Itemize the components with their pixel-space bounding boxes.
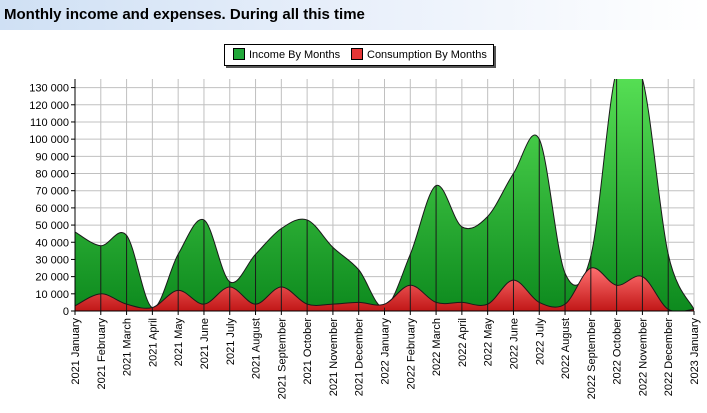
plot-series-group — [75, 79, 694, 311]
x-tick-label: 2022 June — [508, 318, 520, 369]
x-tick-label: 2022 May — [483, 318, 495, 367]
y-tick-label: 50 000 — [35, 220, 69, 232]
y-tick-label: 0 — [63, 306, 69, 318]
y-tick-label: 130 000 — [29, 83, 69, 95]
x-tick-label: 2021 February — [96, 318, 108, 390]
x-tick-label: 2022 January — [380, 318, 392, 385]
x-tick-label: 2022 February — [405, 318, 417, 390]
y-tick-label: 20 000 — [35, 272, 69, 284]
x-tick-label: 2021 August — [251, 318, 263, 379]
x-tick-label: 2021 October — [302, 318, 314, 385]
x-tick-label: 2021 January — [70, 318, 82, 385]
x-tick-label: 2021 May — [173, 318, 185, 367]
series-line-income — [75, 79, 694, 310]
y-tick-label: 30 000 — [35, 254, 69, 266]
y-tick-label: 100 000 — [29, 134, 69, 146]
y-tick-label: 80 000 — [35, 169, 69, 181]
x-tick-label: 2023 January — [689, 318, 701, 385]
legend: Income By Months Consumption By Months — [224, 44, 494, 66]
y-tick-label: 90 000 — [35, 151, 69, 163]
legend-label-income: Income By Months — [249, 49, 341, 61]
y-tick-label: 70 000 — [35, 186, 69, 198]
x-tick-label: 2021 April — [147, 318, 159, 367]
x-tick-label: 2022 March — [431, 318, 443, 376]
legend-item-consumption: Consumption By Months — [351, 48, 487, 61]
y-tick-label: 110 000 — [30, 117, 69, 129]
x-tick-label: 2022 April — [457, 318, 469, 367]
y-tick-label: 60 000 — [35, 203, 69, 215]
x-tick-label: 2021 November — [328, 318, 340, 397]
x-tick-label: 2021 June — [199, 318, 211, 369]
x-tick-label: 2022 July — [534, 318, 546, 366]
legend-swatch-income — [233, 48, 245, 60]
y-tick-label: 10 000 — [35, 289, 69, 301]
x-tick-label: 2021 September — [276, 318, 288, 400]
x-tick-label: 2021 July — [225, 318, 237, 366]
x-tick-label: 2022 August — [560, 318, 572, 379]
x-tick-label: 2022 December — [663, 318, 675, 397]
chart-title: Monthly income and expenses. During all … — [4, 6, 365, 23]
x-tick-label: 2022 September — [586, 318, 598, 400]
legend-swatch-consumption — [351, 48, 363, 60]
y-tick-label: 40 000 — [35, 237, 69, 249]
x-tick-label: 2022 October — [612, 318, 624, 385]
legend-label-consumption: Consumption By Months — [367, 49, 487, 61]
x-tick-label: 2021 March — [122, 318, 134, 376]
title-bar: Monthly income and expenses. During all … — [0, 0, 707, 30]
x-tick-label: 2022 November — [637, 318, 649, 397]
legend-item-income: Income By Months — [233, 48, 340, 61]
y-tick-label: 120 000 — [29, 100, 69, 112]
x-tick-label: 2021 December — [354, 318, 366, 397]
